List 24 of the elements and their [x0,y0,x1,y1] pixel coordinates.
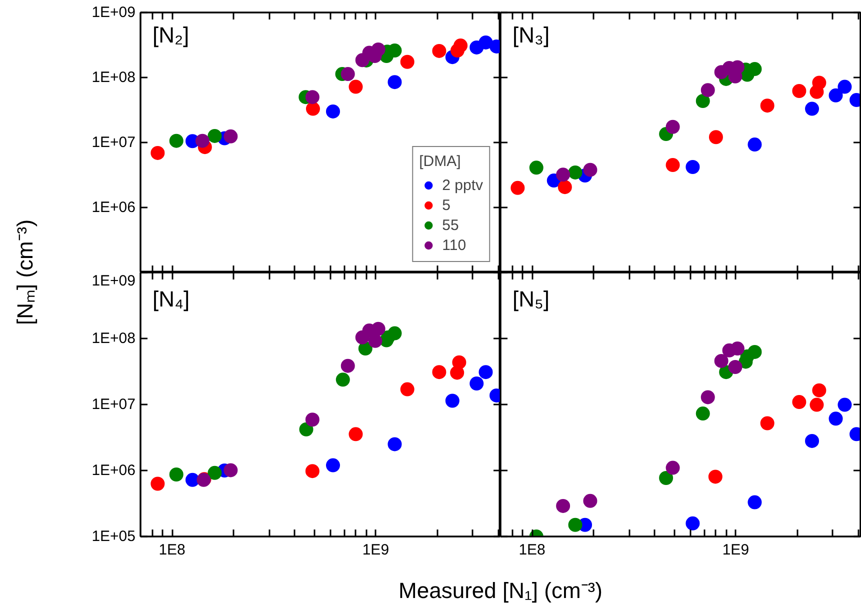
legend-label: 55 [442,216,460,234]
y-axis-title: [Nₘ] (cm⁻³) [11,219,38,325]
x-tick-label: 1E8 [518,542,546,558]
y-tick-label: 1E+05 [92,528,136,545]
text: [N₅] [512,286,550,312]
y-tick-label: 1E+06 [92,462,136,479]
text: [N₃] [512,22,550,48]
legend-label: 5 [442,196,452,214]
y-tick-label: 1E+09 [92,4,136,21]
x-tick-label: 1E9 [362,542,390,558]
y-tick-label: 1E+07 [92,134,136,151]
y-tick-label: 1E+08 [92,69,136,86]
x-tick-label: 1E8 [158,542,186,558]
x-axis-title: Measured [N₁] (cm⁻³) [398,577,602,605]
text: [N₂] [152,22,190,48]
text: [N₄] [152,286,190,312]
legend-label: 2 pptv [442,176,483,194]
y-tick-label: 1E+08 [92,330,136,347]
y-tick-label: 1E+07 [92,396,136,413]
legend-title: [DMA] [419,153,462,170]
legend-label: 110 [442,236,466,254]
y-tick-label: 1E+09 [92,272,136,290]
x-tick-label: 1E9 [722,542,750,558]
y-tick-label: 1E+06 [92,199,136,216]
